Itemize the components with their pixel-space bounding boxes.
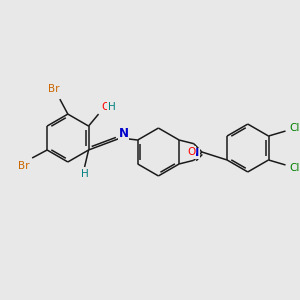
Text: N: N	[118, 127, 128, 140]
Text: N: N	[190, 148, 200, 158]
Text: Cl: Cl	[289, 123, 300, 133]
Text: Cl: Cl	[289, 163, 300, 173]
Text: H: H	[108, 102, 116, 112]
Text: H: H	[81, 169, 88, 179]
Text: O: O	[188, 147, 196, 157]
Text: O: O	[101, 102, 110, 112]
Text: Br: Br	[18, 161, 30, 171]
Text: Br: Br	[48, 84, 60, 94]
